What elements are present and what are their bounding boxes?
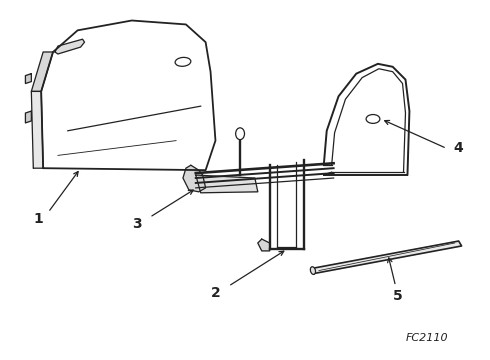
Polygon shape xyxy=(196,175,258,193)
Polygon shape xyxy=(41,21,216,170)
Text: FC2110: FC2110 xyxy=(406,333,448,342)
Ellipse shape xyxy=(310,267,316,274)
Text: 4: 4 xyxy=(454,141,464,156)
Polygon shape xyxy=(25,74,31,84)
Polygon shape xyxy=(311,241,462,274)
Polygon shape xyxy=(258,239,270,251)
Polygon shape xyxy=(25,111,31,123)
Polygon shape xyxy=(55,39,84,54)
Text: 3: 3 xyxy=(132,217,142,231)
Ellipse shape xyxy=(236,128,245,140)
Text: 2: 2 xyxy=(211,286,220,300)
Ellipse shape xyxy=(175,57,191,66)
Text: 1: 1 xyxy=(33,212,43,226)
Polygon shape xyxy=(31,91,43,168)
Ellipse shape xyxy=(366,114,380,123)
Polygon shape xyxy=(183,165,206,192)
Polygon shape xyxy=(31,52,53,91)
Text: 5: 5 xyxy=(392,289,402,303)
